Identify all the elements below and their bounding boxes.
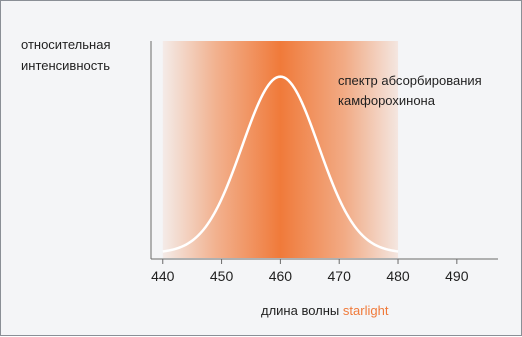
x-axis-ticks: 440 450 460 470 480 490 <box>151 259 469 284</box>
x-tick-label: 450 <box>210 268 234 284</box>
curve-label-line2: камфорохинона <box>338 93 436 108</box>
x-tick-label: 490 <box>445 268 469 284</box>
absorption-curve <box>162 75 399 253</box>
x-tick-label: 470 <box>328 268 352 284</box>
x-tick-label: 440 <box>151 268 175 284</box>
x-tick-label: 460 <box>269 268 293 284</box>
y-axis-label-line2: интенсивность <box>21 58 110 73</box>
x-tick-label: 480 <box>386 268 410 284</box>
curve-label-line1: спектр абсорбирования <box>338 73 482 88</box>
x-axis-label-text: длина волны <box>261 303 339 318</box>
x-axis-label: длина волны starlight <box>261 303 389 318</box>
x-axis-label-highlight: starlight <box>343 303 389 318</box>
y-axis-label-line1: относительная <box>21 37 110 52</box>
